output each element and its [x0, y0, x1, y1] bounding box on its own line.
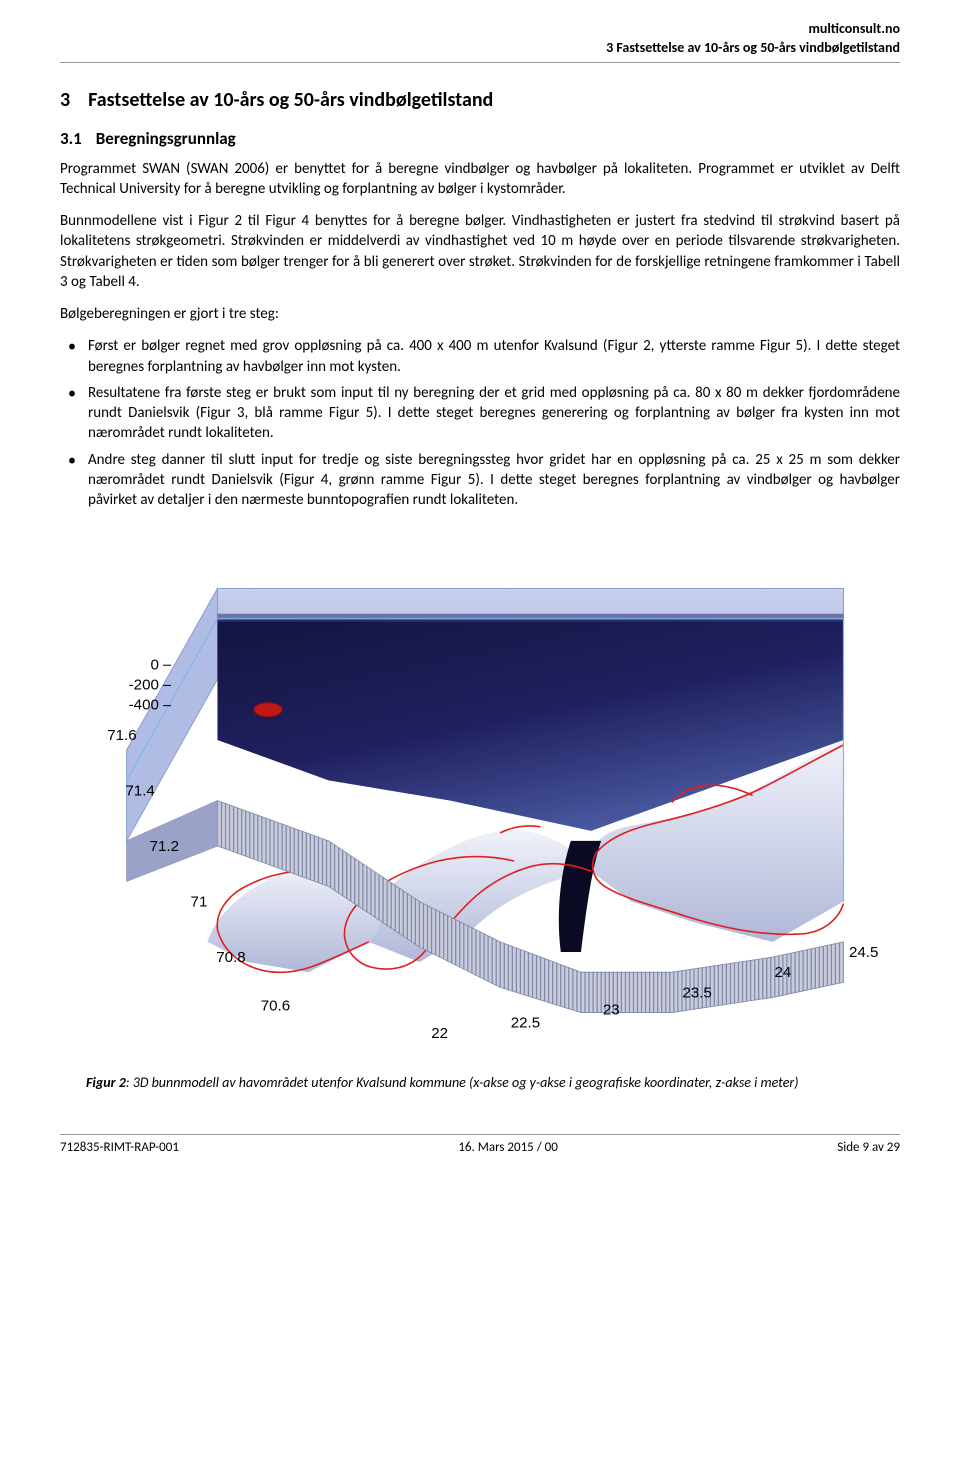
x-tick: 24 [775, 965, 792, 982]
x-tick: 22.5 [511, 1015, 540, 1032]
y-tick: 71.2 [150, 838, 179, 855]
page-footer: 712835-RIMT-RAP-001 16. Mars 2015 / 00 S… [60, 1134, 900, 1157]
x-tick: 22 [431, 1025, 448, 1042]
footer-left: 712835-RIMT-RAP-001 [60, 1139, 179, 1157]
paragraph-3: Bølgeberegningen er gjort i tre steg: [60, 304, 900, 324]
page-header: multiconsult.no 3 Fastsettelse av 10-års… [60, 20, 900, 63]
header-site: multiconsult.no [60, 20, 900, 39]
footer-right: Side 9 av 29 [837, 1139, 900, 1157]
z-tick: -200 [129, 677, 159, 694]
h2-title: Beregningsgrunnlag [96, 128, 236, 151]
figure-caption: Figur 2: 3D bunnmodell av havområdet ute… [86, 1074, 894, 1092]
bullet-item: Først er bølger regnet med grov oppløsni… [60, 336, 900, 377]
y-tick: 71.6 [107, 727, 136, 744]
bullet-list: Først er bølger regnet med grov oppløsni… [60, 336, 900, 510]
z-tick: 0 [150, 657, 158, 674]
paragraph-1: Programmet SWAN (SWAN 2006) er benyttet … [60, 159, 900, 200]
bullet-item: Andre steg danner til slutt input for tr… [60, 450, 900, 511]
x-tick: 24.5 [849, 945, 878, 962]
paragraph-2: Bunnmodellene vist i Figur 2 til Figur 4… [60, 211, 900, 292]
caption-body: : 3D bunnmodell av havområdet utenfor Kv… [126, 1074, 799, 1091]
h1-number: 3 [60, 87, 70, 114]
y-tick: 71.4 [125, 783, 154, 800]
heading-1: 3 Fastsettelse av 10-års og 50-års vindb… [60, 87, 900, 114]
y-tick: 70.6 [261, 998, 290, 1015]
figure-2: 0 -200 -400 71.6 71.4 71.2 71 70.8 70.6 … [60, 538, 900, 1091]
h2-number: 3.1 [60, 128, 82, 151]
footer-center: 16. Mars 2015 / 00 [458, 1139, 558, 1157]
y-tick: 70.8 [216, 950, 245, 967]
h1-title: Fastsettelse av 10-års og 50-års vindbøl… [88, 87, 493, 114]
bathymetry-3d-svg: 0 -200 -400 71.6 71.4 71.2 71 70.8 70.6 … [66, 538, 894, 1063]
bullet-item: Resultatene fra første steg er brukt som… [60, 383, 900, 444]
z-tick: -400 [129, 697, 159, 714]
x-tick: 23 [603, 1002, 620, 1019]
y-tick: 71 [191, 894, 208, 911]
x-tick: 23.5 [682, 985, 711, 1002]
caption-lead: Figur 2 [86, 1074, 126, 1091]
header-section: 3 Fastsettelse av 10-års og 50-års vindb… [60, 39, 900, 58]
heading-2: 3.1 Beregningsgrunnlag [60, 128, 900, 151]
